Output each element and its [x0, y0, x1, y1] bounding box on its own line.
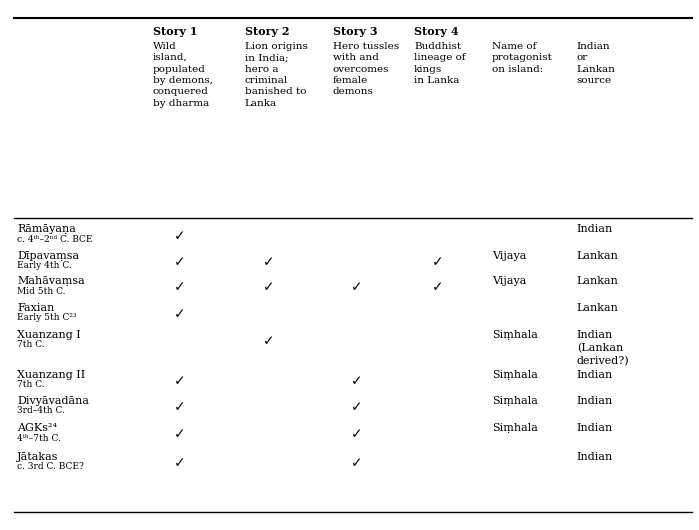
- Text: ✓: ✓: [351, 456, 362, 470]
- Text: ✓: ✓: [262, 334, 274, 348]
- Text: ✓: ✓: [174, 374, 186, 388]
- Text: ✓: ✓: [174, 307, 186, 321]
- Text: Indian: Indian: [577, 370, 613, 380]
- Text: Lankan: Lankan: [577, 251, 619, 261]
- Text: Xuanzang I: Xuanzang I: [17, 330, 81, 340]
- Text: Story 4: Story 4: [414, 26, 459, 37]
- Text: Faxian: Faxian: [17, 303, 55, 313]
- Text: ✓: ✓: [351, 428, 362, 441]
- Text: ✓: ✓: [262, 255, 274, 269]
- Text: ✓: ✓: [174, 428, 186, 441]
- Text: Early 4th C.: Early 4th C.: [17, 261, 72, 270]
- Text: Lion origins
in India;
hero a
criminal
banished to
Lanka: Lion origins in India; hero a criminal b…: [245, 42, 308, 108]
- Text: Jātakas: Jātakas: [17, 452, 59, 462]
- Text: ✓: ✓: [174, 400, 186, 414]
- Text: Lankan: Lankan: [577, 303, 619, 313]
- Text: AGKs²⁴: AGKs²⁴: [17, 423, 57, 434]
- Text: Indian: Indian: [577, 452, 613, 462]
- Text: Indian: Indian: [577, 423, 613, 434]
- Text: Siṃhala: Siṃhala: [492, 423, 538, 434]
- Text: 7th C.: 7th C.: [17, 340, 45, 349]
- Text: Indian
(Lankan
derived?): Indian (Lankan derived?): [577, 330, 629, 366]
- Text: Buddhist
lineage of
kings
in Lanka: Buddhist lineage of kings in Lanka: [414, 42, 466, 85]
- Text: ✓: ✓: [174, 255, 186, 269]
- Text: Name of
protagonist
on island:: Name of protagonist on island:: [492, 42, 553, 74]
- Text: Story 1: Story 1: [153, 26, 198, 37]
- Text: ✓: ✓: [174, 228, 186, 243]
- Text: Siṃhala: Siṃhala: [492, 370, 538, 380]
- Text: ✓: ✓: [262, 280, 274, 295]
- Text: Indian
or
Lankan
source: Indian or Lankan source: [577, 42, 616, 85]
- Text: Story 2: Story 2: [245, 26, 289, 37]
- Text: Indian: Indian: [577, 396, 613, 406]
- Text: c. 4ᵗʰ–2ⁿᵈ C. BCE: c. 4ᵗʰ–2ⁿᵈ C. BCE: [17, 235, 93, 244]
- Text: ✓: ✓: [174, 456, 186, 470]
- Text: Vijaya: Vijaya: [492, 251, 526, 261]
- Text: ✓: ✓: [351, 400, 362, 414]
- Text: Vijaya: Vijaya: [492, 277, 526, 286]
- Text: Mahāvaṃsa: Mahāvaṃsa: [17, 277, 85, 286]
- Text: Rāmāyaṇa: Rāmāyaṇa: [17, 225, 76, 234]
- Text: Hero tussles
with and
overcomes
female
demons: Hero tussles with and overcomes female d…: [333, 42, 398, 96]
- Text: 4ᵗʰ–7th C.: 4ᵗʰ–7th C.: [17, 434, 62, 443]
- Text: Mid 5th C.: Mid 5th C.: [17, 287, 66, 296]
- Text: 7th C.: 7th C.: [17, 381, 45, 390]
- Text: ✓: ✓: [432, 280, 444, 295]
- Text: Lankan: Lankan: [577, 277, 619, 286]
- Text: ✓: ✓: [432, 255, 444, 269]
- Text: Divyāvadāna: Divyāvadāna: [17, 396, 89, 406]
- Text: 3rd–4th C.: 3rd–4th C.: [17, 407, 65, 416]
- Text: Wild
island,
populated
by demons,
conquered
by dharma: Wild island, populated by demons, conque…: [153, 42, 213, 108]
- Text: Xuanzang II: Xuanzang II: [17, 370, 85, 380]
- Text: c. 3rd C. BCE?: c. 3rd C. BCE?: [17, 462, 84, 471]
- Text: ✓: ✓: [174, 280, 186, 295]
- Text: Indian: Indian: [577, 225, 613, 234]
- Text: Story 3: Story 3: [333, 26, 377, 37]
- Text: Siṃhala: Siṃhala: [492, 330, 538, 340]
- Text: Dīpavaṃsa: Dīpavaṃsa: [17, 251, 80, 261]
- Text: Early 5th C²³: Early 5th C²³: [17, 313, 77, 322]
- Text: ✓: ✓: [351, 280, 362, 295]
- Text: ✓: ✓: [351, 374, 362, 388]
- Text: Siṃhala: Siṃhala: [492, 396, 538, 406]
